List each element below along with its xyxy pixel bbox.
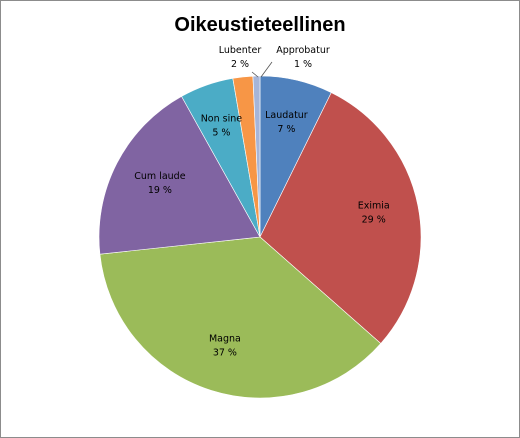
slice-value-eximia: 29 %: [362, 215, 386, 226]
slice-label-laudatur: Laudatur: [265, 110, 308, 121]
slice-value-approbatur: 1 %: [294, 59, 312, 70]
slice-label-eximia: Eximia: [358, 201, 390, 212]
leader-line-lubenter: [251, 71, 259, 78]
slice-value-laudatur: 7 %: [277, 124, 295, 135]
slice-value-magna: 37 %: [213, 348, 237, 359]
slice-value-cum-laude: 19 %: [148, 185, 172, 196]
slice-magna: [99, 236, 382, 399]
slice-label-lubenter: Lubenter: [219, 45, 262, 56]
slice-cum-laude: [98, 95, 261, 255]
slice-label-approbatur: Approbatur: [276, 45, 330, 56]
chart-title: Oikeustieteellinen: [174, 14, 345, 36]
leader-lines: [251, 61, 273, 78]
slice-value-non-sine: 5 %: [212, 128, 230, 139]
slice-value-lubenter: 2 %: [231, 59, 249, 70]
pie-slices: [98, 75, 422, 399]
slice-eximia: [259, 92, 422, 344]
slice-label-non-sine: Non sine: [201, 114, 243, 125]
slice-label-magna: Magna: [209, 334, 241, 345]
slice-label-cum-laude: Cum laude: [134, 171, 185, 182]
slice-labels: Laudatur 7 % Eximia 29 % Magna 37 % Cum laude 1…: [134, 45, 389, 359]
leader-line-approbatur: [260, 61, 273, 78]
